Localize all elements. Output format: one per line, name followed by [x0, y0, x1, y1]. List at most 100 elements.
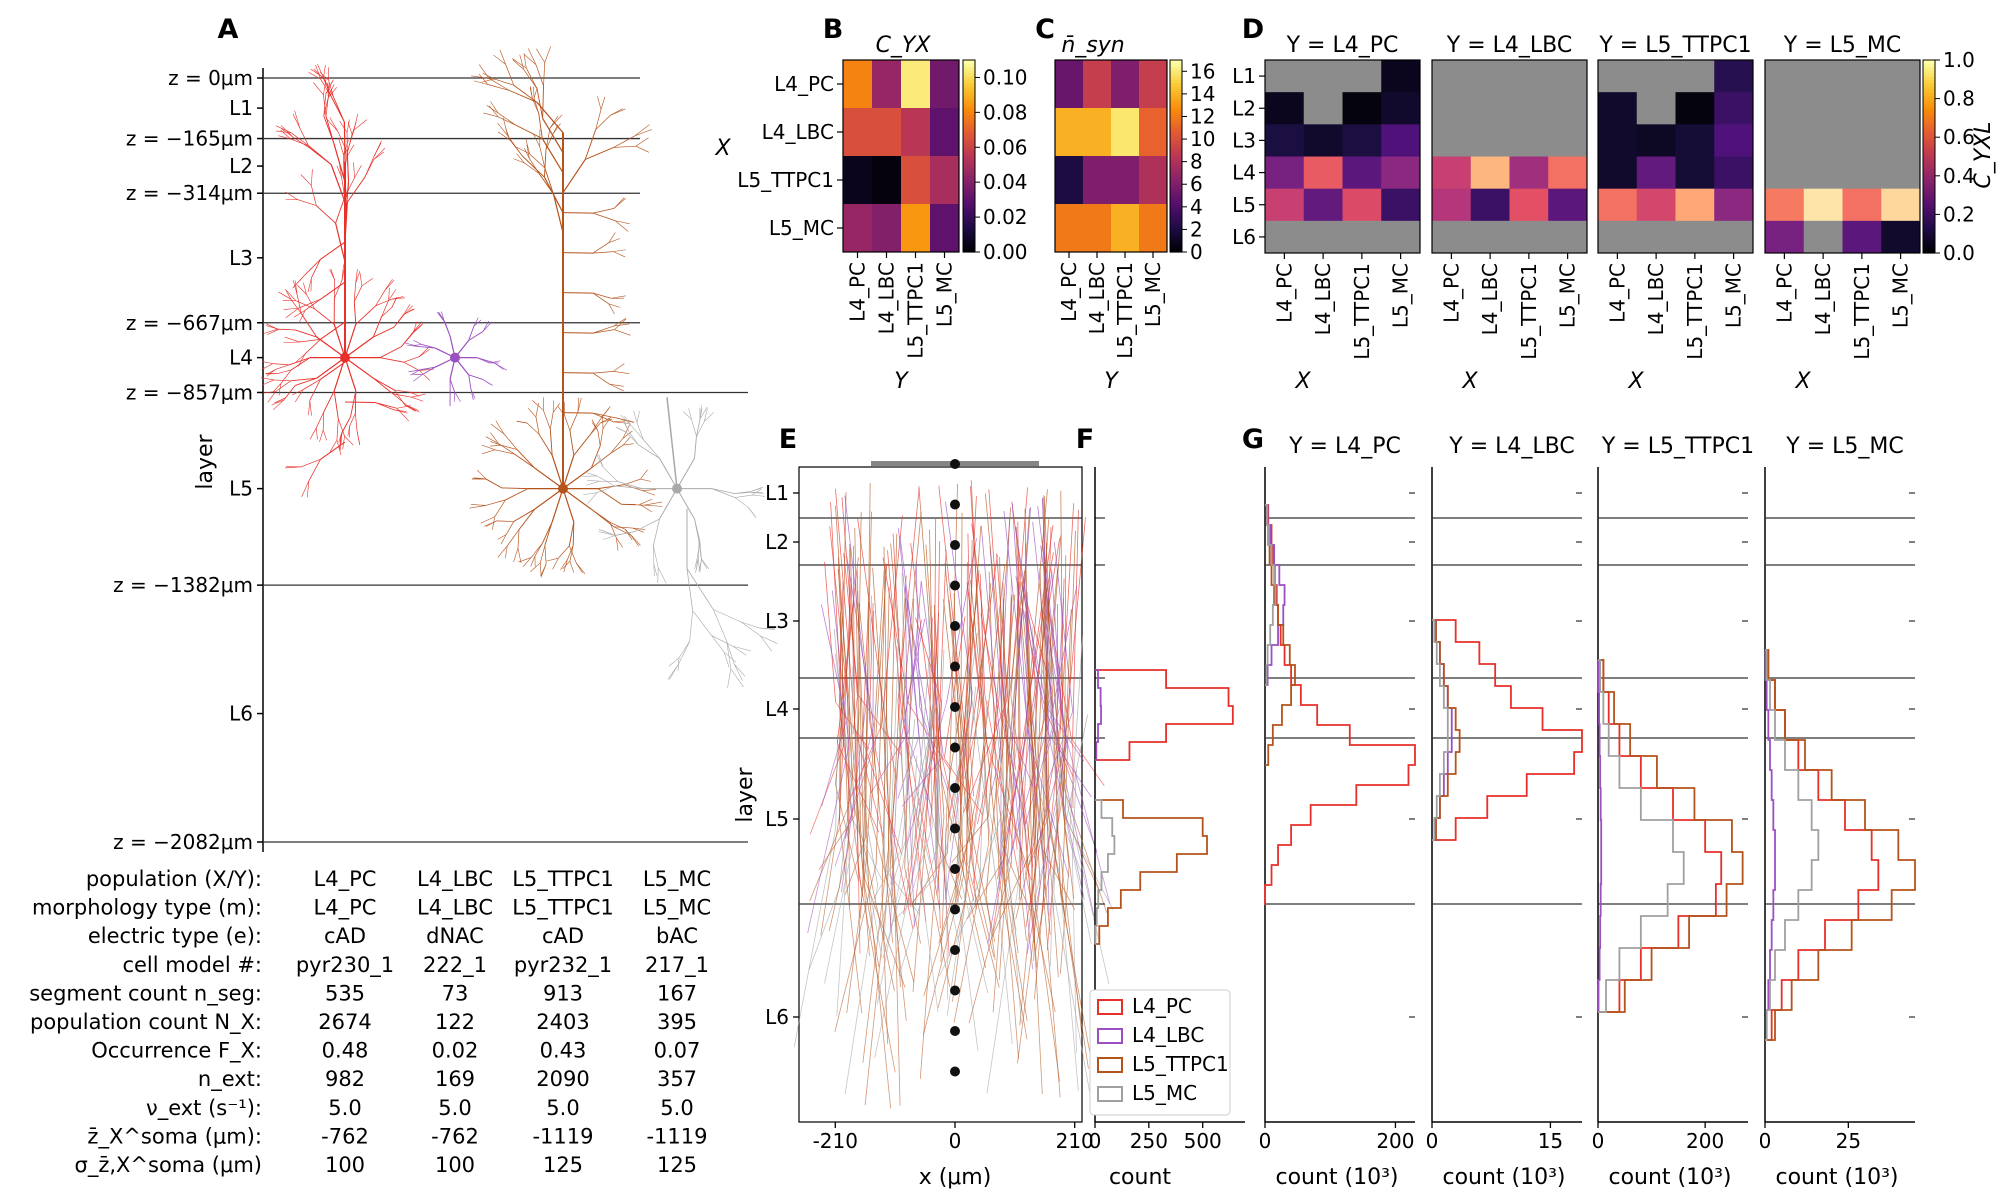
heatmap-cell — [1881, 220, 1921, 254]
neurite — [449, 378, 456, 393]
table-cell: 167 — [657, 981, 697, 1005]
neurite — [723, 651, 737, 663]
neurite — [485, 478, 502, 489]
table-cell: 169 — [435, 1067, 475, 1091]
neurite — [1050, 877, 1054, 967]
neurite — [482, 321, 493, 332]
neurite — [837, 568, 864, 875]
table-row-label: σ_z̄,X^soma (μm) — [75, 1153, 262, 1178]
colorbar-segment — [963, 239, 975, 243]
neurite — [966, 813, 996, 943]
x-tick-label: L4_PC — [1057, 262, 1081, 322]
neurite — [1051, 715, 1095, 916]
table-cell: 222_1 — [423, 953, 487, 978]
colorbar-segment — [1923, 198, 1935, 203]
colorbar-segment — [1923, 127, 1935, 132]
neurite — [489, 445, 502, 447]
colorbar-segment — [963, 108, 975, 112]
neurite — [412, 321, 423, 333]
neurite — [854, 725, 884, 838]
table-cell: 100 — [435, 1153, 475, 1177]
heatmap-frame — [1264, 59, 1421, 254]
neurite — [937, 841, 963, 900]
neurite — [261, 363, 274, 370]
neurite — [630, 425, 644, 440]
x-tick-label: L5_TTPC1 — [1113, 262, 1137, 359]
x-axis-label: X — [1461, 369, 1478, 394]
neurite — [613, 198, 626, 209]
neurite — [1055, 737, 1098, 853]
neurite — [353, 162, 355, 178]
neurite — [323, 93, 327, 116]
neurite — [699, 406, 708, 419]
neurite — [346, 119, 350, 133]
neurite — [333, 390, 339, 419]
colorbar-segment — [963, 95, 975, 99]
neurite — [881, 515, 903, 726]
colorbar-segment — [1923, 162, 1935, 167]
neurite — [347, 426, 350, 437]
colorbar-segment — [1923, 185, 1935, 190]
boundary-label: z = −857μm — [126, 380, 253, 404]
neurite — [473, 80, 489, 85]
neurite — [266, 323, 278, 330]
colorbar-segment — [963, 111, 975, 115]
neurite — [489, 360, 501, 364]
neurite — [542, 85, 544, 119]
neurite — [723, 651, 730, 668]
heatmap-cell — [1842, 220, 1882, 254]
table-cell: 5.0 — [660, 1096, 693, 1120]
neurite — [307, 480, 310, 498]
heatmap-cell — [1803, 220, 1843, 254]
neurite — [613, 526, 633, 529]
neurite — [990, 751, 1002, 796]
neurite — [808, 887, 840, 971]
colorbar-segment — [1923, 98, 1935, 103]
x-axis-label: X — [1794, 369, 1811, 394]
neurite — [328, 84, 335, 97]
neurite — [613, 421, 629, 424]
neurite — [530, 86, 533, 99]
neurite — [549, 115, 559, 129]
layer-label: L5 — [229, 477, 253, 501]
neurite — [319, 71, 329, 81]
neurite — [1043, 557, 1047, 801]
neurite — [1029, 552, 1054, 694]
histogram-series — [1432, 619, 1453, 841]
neurite — [309, 147, 332, 165]
neurite — [608, 232, 616, 243]
neurite — [336, 418, 339, 441]
neurite — [284, 336, 300, 343]
colorbar-frame — [962, 59, 976, 253]
neurite — [703, 408, 708, 422]
heatmap-cell — [1381, 124, 1421, 157]
neurite — [683, 411, 692, 420]
colorbar-segment — [963, 124, 975, 128]
neurite — [552, 403, 561, 413]
neurite — [320, 441, 346, 460]
heatmap-cell — [1470, 124, 1510, 157]
boundary-label: z = −2082μm — [113, 830, 253, 854]
neurite — [496, 520, 514, 522]
heatmap-cell — [1803, 92, 1843, 125]
heatmap-cell — [1765, 220, 1805, 254]
neurite — [640, 469, 648, 480]
neurite — [379, 346, 402, 359]
neurite — [381, 307, 393, 317]
neurite — [876, 803, 915, 1005]
subplot: Y = L4_LBC L4_PC L4_LBC L5_TTPC1 L5_MC X — [1431, 33, 1588, 394]
neurite — [1046, 754, 1065, 951]
table-cell: 5.0 — [438, 1096, 471, 1120]
neurite — [678, 641, 690, 659]
neurite — [908, 826, 933, 904]
legend-label: L5_MC — [1132, 1081, 1197, 1105]
colorbar-tick-label: 0.06 — [983, 135, 1028, 159]
neurite — [615, 537, 619, 551]
neurite — [513, 508, 535, 522]
neurite — [569, 561, 575, 573]
colorbar-segment — [1923, 66, 1935, 71]
colorbar-segment — [963, 149, 975, 154]
neurite — [502, 117, 508, 136]
table-cell: L5_TTPC1 — [512, 867, 614, 892]
neurite — [411, 396, 424, 402]
